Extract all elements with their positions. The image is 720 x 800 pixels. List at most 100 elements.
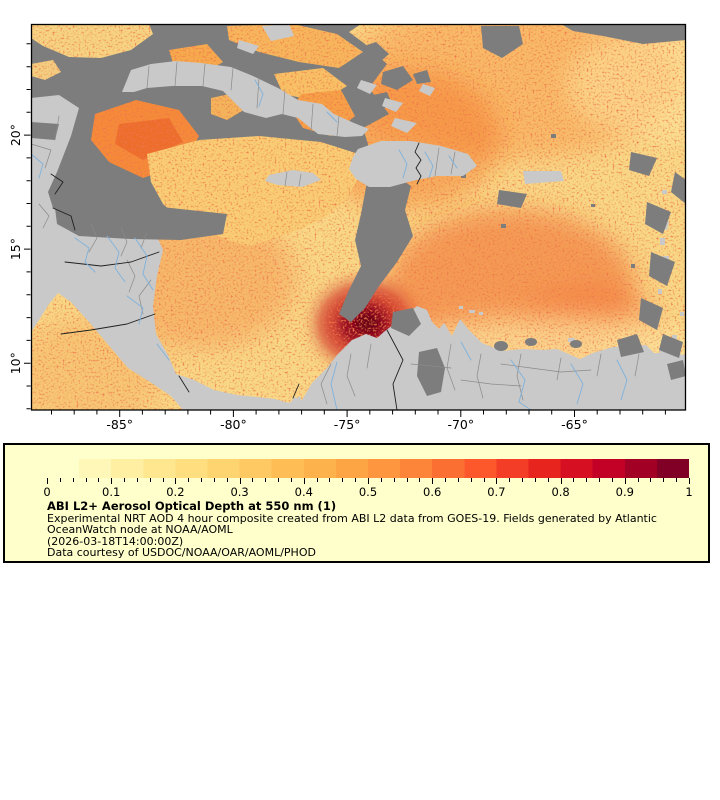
colorbar-minor-tick xyxy=(522,478,524,482)
colorbar-minor-tick xyxy=(663,478,665,482)
colorbar-minor-tick xyxy=(72,478,74,482)
colorbar-minor-tick xyxy=(85,478,87,482)
colorbar-minor-tick xyxy=(676,478,678,482)
y-tick-label: 10° xyxy=(8,352,23,374)
y-axis-ticks xyxy=(24,43,31,410)
colorbar-minor-tick xyxy=(59,478,61,482)
land-jamaica xyxy=(265,170,321,187)
x-tick-label: -75° xyxy=(334,417,361,432)
cloud-honduras xyxy=(55,204,227,240)
colorbar-major-tick xyxy=(368,478,369,484)
cloud-south-of-hispaniola xyxy=(497,190,527,208)
colorbar-minor-tick xyxy=(406,478,408,482)
x-axis-ticks xyxy=(51,410,666,417)
x-tick-label: -65° xyxy=(561,417,588,432)
colorbar-major-tick xyxy=(175,478,177,484)
colorbar-tick-labels: 0 0.1 0.2 0.3 0.4 0.5 0.6 0.7 0.8 0.9 1 xyxy=(43,485,693,499)
colorbar-minor-tick xyxy=(380,478,382,482)
colorbar-tick-label: 0.5 xyxy=(358,485,378,499)
colorbar-minor-tick xyxy=(547,478,549,482)
colorbar-tick-label: 0.7 xyxy=(487,485,506,499)
colorbar-major-tick xyxy=(239,478,241,484)
cloud-maracaibo xyxy=(417,348,445,396)
cloud-guajira xyxy=(391,308,421,336)
colorbar-minor-tick xyxy=(483,478,485,482)
aod-map-figure: -85° -80° -75° -70° -65° 20° 15° 10° xyxy=(8,23,687,432)
colorbar-major-tick xyxy=(432,478,434,484)
aod-plume-peak xyxy=(355,313,379,333)
colorbar-minor-tick xyxy=(98,478,100,482)
colorbar-major-tick xyxy=(496,478,498,484)
colorbar-major-tick xyxy=(111,478,113,484)
legend-description-line: OceanWatch node at NOAA/AOML xyxy=(47,523,233,537)
country-borders xyxy=(50,142,422,410)
legend-title: ABI L2+ Aerosol Optical Depth at 550 nm … xyxy=(47,499,337,513)
legend-box: 0 0.1 0.2 0.3 0.4 0.5 0.6 0.7 0.8 0.9 1 ABI L2+ Ae… xyxy=(3,443,710,563)
colorbar-minor-tick xyxy=(316,478,318,482)
colorbar-tick-label: 0.9 xyxy=(615,485,634,499)
y-tick-label: 20° xyxy=(8,124,23,146)
colorbar-tick-label: 0 xyxy=(43,485,51,499)
colorbar-minor-tick xyxy=(226,478,228,482)
colorbar-minor-tick xyxy=(637,478,639,482)
land-hispaniola xyxy=(349,141,477,187)
colorbar-major-tick xyxy=(560,478,562,484)
colorbar-tick-label: 0.1 xyxy=(102,485,121,499)
colorbar-minor-tick xyxy=(393,478,395,482)
colorbar-minor-tick xyxy=(599,478,601,482)
colorbar-major-tick xyxy=(689,478,690,484)
colorbar-tick-label: 0.6 xyxy=(423,485,442,499)
colorbar-minor-tick xyxy=(509,478,511,482)
colorbar-minor-tick xyxy=(586,478,588,482)
legend-courtesy: Data courtesy of USDOC/NOAA/OAR/AOML/PHO… xyxy=(47,546,316,560)
colorbar-tick-label: 0.2 xyxy=(166,485,185,499)
colorbar xyxy=(47,459,689,478)
colorbar-major-tick xyxy=(624,478,626,484)
land-puerto-rico xyxy=(523,171,564,184)
colorbar-minor-tick xyxy=(470,478,472,482)
x-tick-label: -70° xyxy=(447,417,474,432)
colorbar-minor-tick xyxy=(419,478,421,482)
land-central-america xyxy=(31,95,304,410)
colorbar-minor-tick xyxy=(124,478,126,482)
colorbar-minor-tick xyxy=(252,478,254,482)
colorbar-minor-tick xyxy=(534,478,536,482)
colorbar-minor-tick xyxy=(445,478,447,482)
colorbar-minor-tick xyxy=(201,478,203,482)
land-cuba xyxy=(122,61,369,137)
map-frame xyxy=(30,23,687,411)
colorbar-minor-tick xyxy=(278,478,280,482)
colorbar-tick-label: 0.3 xyxy=(230,485,249,499)
colorbar-minor-tick xyxy=(136,478,138,482)
y-tick-label: 15° xyxy=(8,238,23,260)
legend-description-line: Experimental NRT AOD 4 hour composite cr… xyxy=(47,511,657,525)
colorbar-minor-tick xyxy=(265,478,267,482)
colorbar-tick-label: 1 xyxy=(685,485,693,499)
colorbar-minor-tick xyxy=(162,478,164,482)
x-tick-label: -80° xyxy=(220,417,247,432)
border-haiti-dr xyxy=(414,142,422,185)
cloud-tongue-central xyxy=(339,174,413,322)
colorbar-minor-tick xyxy=(149,478,151,482)
legend-timestamp: (2026-03-18T14:00:00Z) xyxy=(47,534,184,548)
colorbar-minor-tick xyxy=(355,478,357,482)
colorbar-minor-tick xyxy=(290,478,292,482)
colorbar-minor-tick xyxy=(213,478,215,482)
colorbar-ticks xyxy=(47,478,690,485)
rivers xyxy=(31,79,628,410)
legend-text: ABI L2+ Aerosol Optical Depth at 550 nm … xyxy=(47,499,657,560)
land-south-america xyxy=(287,306,686,410)
cloud-ne-corner xyxy=(561,24,686,44)
colorbar-major-tick xyxy=(303,478,305,484)
colorbar-minor-tick xyxy=(573,478,575,482)
colorbar-tick-label: 0.4 xyxy=(294,485,313,499)
colorbar-minor-tick xyxy=(457,478,459,482)
colorbar-major-tick xyxy=(47,478,48,484)
cloud-atlantic-blob xyxy=(481,26,523,58)
admin-borders xyxy=(31,61,640,405)
x-tick-label: -85° xyxy=(106,417,133,432)
colorbar-tick-label: 0.8 xyxy=(551,485,570,499)
land-cloud-patches xyxy=(31,122,686,396)
colorbar-minor-tick xyxy=(611,478,613,482)
